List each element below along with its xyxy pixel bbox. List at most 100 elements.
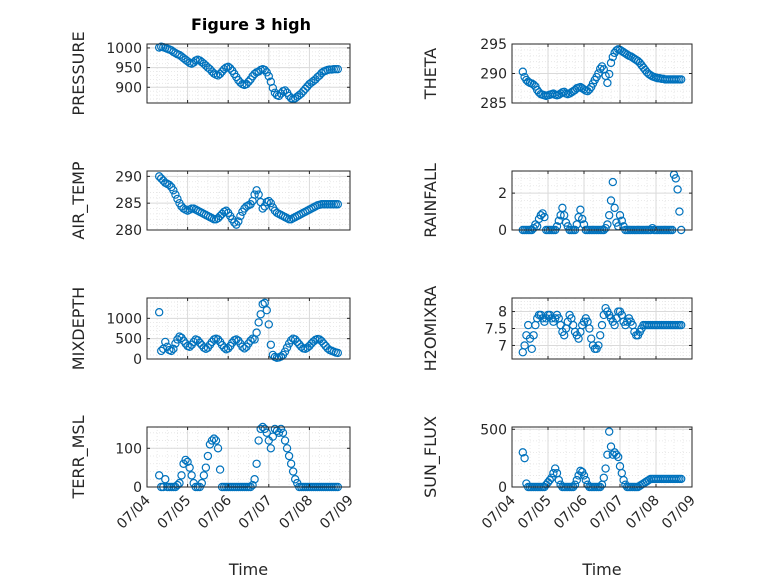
data-point	[603, 78, 612, 88]
data-point	[262, 68, 271, 77]
data-point	[554, 475, 564, 485]
data-point	[610, 203, 619, 213]
data-point	[226, 64, 235, 73]
data-point	[252, 328, 261, 337]
data-point	[551, 464, 560, 473]
subplot-h2omixra: 77.58 H2OMIXRA	[421, 286, 693, 372]
data-point	[236, 78, 245, 87]
y-tick-label: 950	[115, 61, 142, 77]
data-point	[183, 457, 192, 467]
data-point	[219, 343, 229, 352]
x-tick-label: 07/08	[623, 493, 663, 533]
data-point	[570, 480, 580, 489]
data-point	[260, 65, 269, 75]
data-point	[262, 428, 271, 438]
data-point	[677, 474, 686, 484]
data-point	[579, 471, 589, 480]
data-point	[601, 464, 610, 473]
subplot-mixdepth: 0 500 1000 MIXDEPTH	[69, 287, 351, 370]
y-tick-label: 0	[498, 480, 507, 496]
data-point	[518, 448, 528, 457]
data-point	[223, 344, 233, 353]
data-point	[599, 473, 609, 482]
data-point	[319, 339, 328, 348]
x-tick-label: 07/09	[317, 493, 357, 533]
axes-box	[146, 426, 351, 488]
data-point	[193, 336, 202, 345]
data-point	[605, 427, 614, 436]
data-point	[276, 352, 286, 361]
data-point	[605, 69, 614, 79]
y-tick-label: 1000	[106, 311, 142, 327]
data-point	[527, 344, 537, 354]
data-point	[540, 212, 549, 222]
data-point	[173, 194, 182, 204]
data-point	[169, 344, 178, 354]
x-tick-label: 07/07	[236, 493, 276, 533]
data-point	[280, 436, 290, 445]
data-point	[545, 475, 555, 485]
data-point	[266, 198, 276, 208]
subplot-air-temp: 280 285 290 AIR_TEMP	[69, 161, 351, 240]
x-axis-label: Time	[581, 560, 621, 579]
data-point	[594, 341, 603, 350]
data-point	[250, 69, 259, 79]
y-tick-label: 7.5	[485, 322, 507, 338]
data-point	[219, 64, 229, 74]
x-tick-label: 07/06	[551, 492, 591, 532]
data-point	[286, 336, 296, 345]
data-point	[161, 337, 170, 347]
y-axis-label: PRESSURE	[69, 31, 88, 115]
data-point	[675, 207, 684, 216]
data-point	[282, 343, 292, 352]
x-tick-label: 07/06	[195, 492, 235, 532]
data-point	[274, 91, 284, 101]
data-point	[585, 324, 594, 333]
data-point	[154, 471, 164, 480]
data-point	[252, 186, 261, 195]
data-point	[333, 200, 343, 209]
x-tick-label: 07/04	[114, 492, 154, 532]
y-tick-label: 0	[498, 223, 507, 239]
data-point	[230, 218, 239, 227]
data-point	[213, 335, 223, 344]
data-point	[333, 348, 343, 358]
data-point	[211, 436, 221, 445]
data-point	[221, 206, 231, 215]
data-point	[254, 190, 263, 199]
data-point	[244, 77, 253, 86]
x-tick-label: 07/05	[155, 493, 195, 533]
y-axis-label: H2OMIXRA	[421, 286, 440, 372]
x-tick-label: 07/08	[276, 493, 316, 533]
data-point	[603, 450, 612, 459]
y-tick-label: 280	[115, 223, 142, 239]
data-point	[597, 320, 607, 330]
data-point	[677, 75, 686, 84]
data-point	[264, 196, 273, 206]
data-point	[240, 344, 249, 353]
y-tick-label: 500	[480, 422, 507, 438]
data-point	[297, 342, 306, 351]
axes-box	[146, 297, 351, 360]
data-point	[199, 471, 209, 480]
data-point	[585, 85, 594, 94]
data-point	[256, 424, 265, 434]
subplot-rainfall: 0 2 RAINFALL	[421, 163, 693, 239]
data-point	[185, 342, 194, 351]
data-point	[608, 52, 618, 62]
data-point	[614, 452, 623, 462]
data-point	[572, 475, 582, 485]
data-point	[254, 67, 263, 76]
y-axis-label: RAINFALL	[421, 163, 440, 238]
y-tick-label: 0	[133, 352, 142, 368]
subplot-pressure: 900 950 1000 PRESSURE	[69, 31, 351, 116]
subplot-terr-msl: 0 100 07/04 07/05 07/06 07/07 07/08 07/09 Time TE…	[69, 415, 357, 579]
data-point	[301, 84, 310, 94]
data-point	[596, 331, 605, 340]
data-point	[581, 475, 591, 485]
data-point	[189, 337, 198, 347]
figure-title: Figure 3 high	[191, 15, 311, 34]
y-tick-label: 285	[480, 96, 507, 112]
